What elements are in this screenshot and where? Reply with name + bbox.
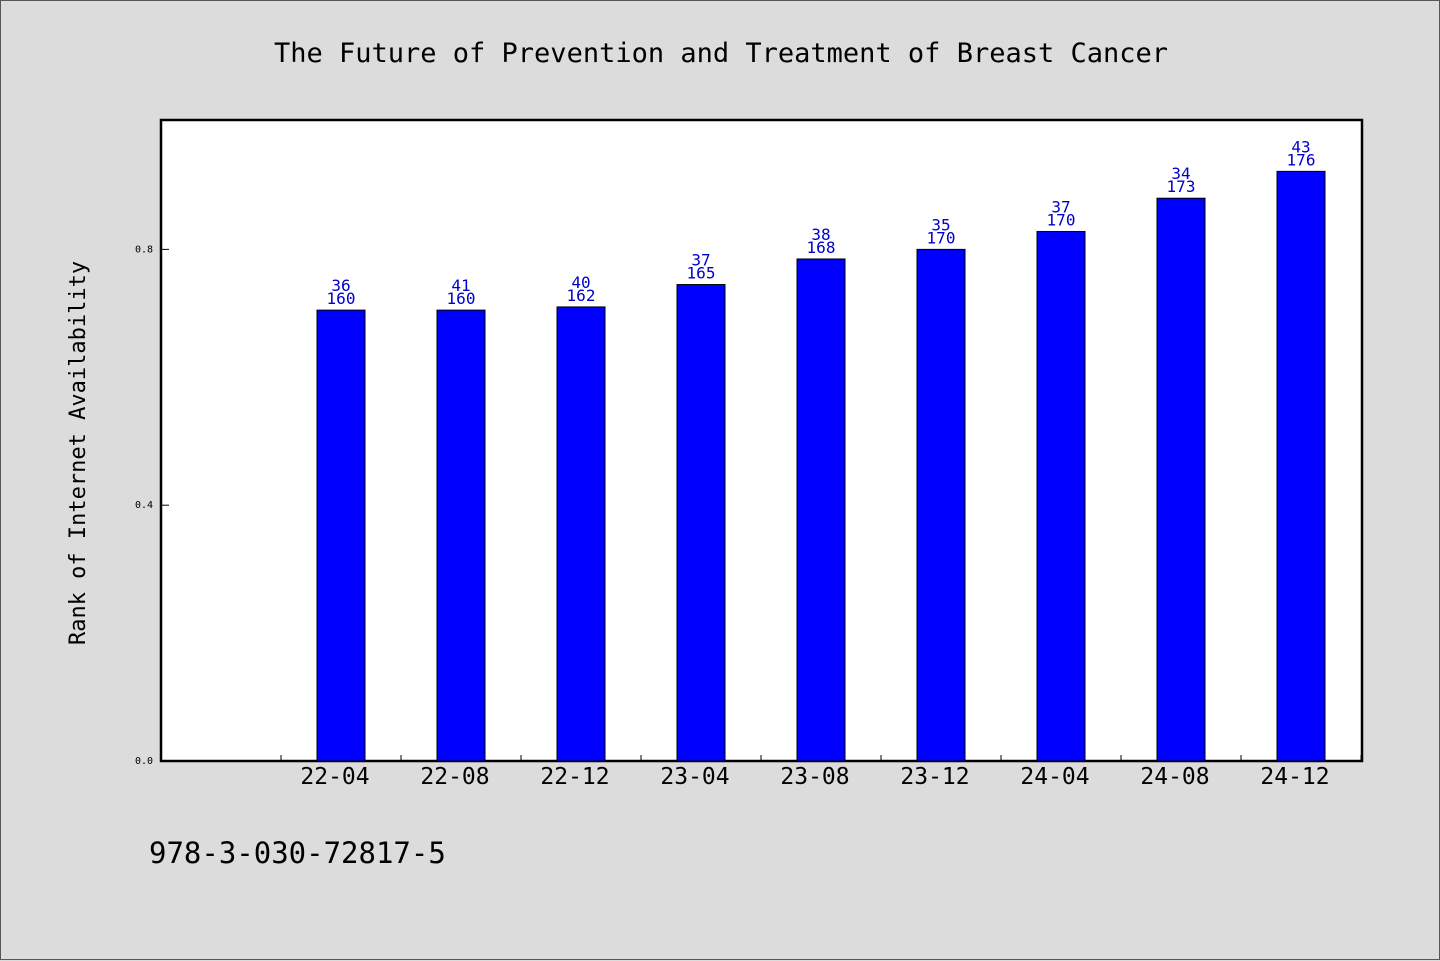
x-tick-label: 22-12: [540, 764, 609, 790]
y-tick-label: 0.8: [135, 244, 153, 255]
bar: [316, 309, 366, 762]
x-tick-label: 24-04: [1020, 764, 1089, 790]
bar: [1036, 230, 1086, 762]
x-tick-label: 23-08: [780, 764, 849, 790]
data-label-bottom: 162: [567, 286, 596, 305]
data-label-top: 38: [811, 225, 830, 244]
data-label-top: 37: [1051, 197, 1070, 216]
x-tick-label: 24-08: [1140, 764, 1209, 790]
data-label-top: 37: [691, 251, 710, 270]
chart-marks: 0.00.40.83616022-044116022-084016222-123…: [135, 137, 1362, 790]
bar: [676, 284, 726, 762]
data-label-bottom: 170: [927, 228, 956, 247]
data-label-bottom: 165: [687, 264, 716, 283]
x-tick-label: 23-04: [660, 764, 729, 790]
data-label-bottom: 170: [1047, 210, 1076, 229]
data-label-bottom: 176: [1287, 150, 1316, 169]
bar: [556, 306, 606, 762]
y-axis-label: Rank of Internet Availability: [66, 261, 91, 645]
bar: [796, 258, 846, 762]
data-label-top: 43: [1291, 137, 1310, 156]
x-tick-label: 23-12: [900, 764, 969, 790]
data-label-bottom: 168: [807, 238, 836, 257]
x-tick-label: 22-08: [420, 764, 489, 790]
data-label-bottom: 173: [1167, 177, 1196, 196]
bar: [1156, 197, 1206, 762]
data-label-top: 34: [1171, 164, 1190, 183]
x-tick-label: 22-04: [300, 764, 369, 790]
data-label-top: 41: [451, 276, 470, 295]
x-tick-label: 24-12: [1260, 764, 1329, 790]
data-label-bottom: 160: [447, 289, 476, 308]
data-label-bottom: 160: [327, 289, 356, 308]
y-tick-label: 0.4: [135, 500, 153, 511]
isbn-text: 978-3-030-72817-5: [149, 836, 446, 870]
chart-title: The Future of Prevention and Treatment o…: [274, 38, 1168, 69]
bar: [1276, 170, 1326, 762]
y-tick-label: 0.0: [135, 756, 153, 767]
bar: [436, 309, 486, 762]
data-label-top: 40: [571, 273, 590, 292]
data-label-top: 35: [931, 215, 950, 234]
bar: [916, 248, 966, 762]
data-label-top: 36: [331, 276, 350, 295]
